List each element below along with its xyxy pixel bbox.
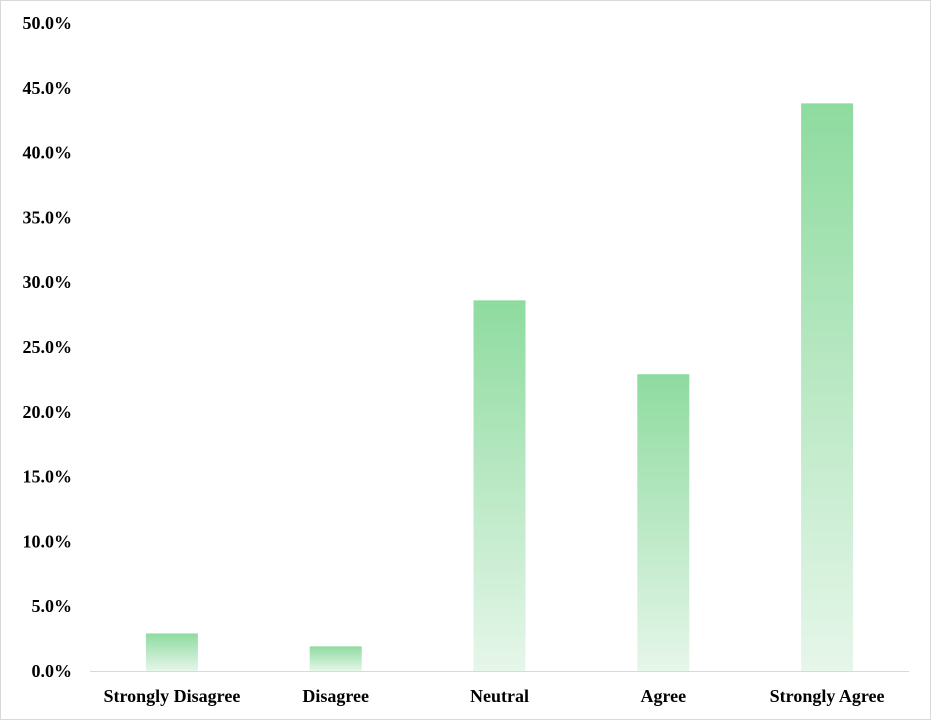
bar-strongly-disagree <box>145 633 198 671</box>
y-tick-label: 40.0% <box>23 143 73 163</box>
x-category-label: Agree <box>640 686 686 706</box>
y-tick-label: 30.0% <box>23 272 73 292</box>
y-tick-label: 15.0% <box>23 467 73 487</box>
y-tick-label: 20.0% <box>23 402 73 422</box>
y-tick-label: 0.0% <box>32 661 73 681</box>
y-tick-label: 10.0% <box>23 531 73 551</box>
y-tick-label: 45.0% <box>23 78 73 98</box>
x-category-label: Disagree <box>302 686 369 706</box>
x-category-label: Strongly Disagree <box>103 686 240 706</box>
y-tick-label: 25.0% <box>23 337 73 357</box>
bar-agree <box>637 374 690 671</box>
x-axis-labels: Strongly Disagree Disagree Neutral Agree Str… <box>103 686 884 706</box>
bar-neutral <box>473 300 526 671</box>
x-category-label: Strongly Agree <box>770 686 885 706</box>
bars <box>145 103 854 672</box>
y-tick-label: 35.0% <box>23 207 73 227</box>
y-tick-label: 5.0% <box>32 596 73 616</box>
y-tick-label: 50.0% <box>23 13 73 33</box>
y-axis-ticks: 0.0% 5.0% 10.0% 15.0% 20.0% 25.0% 30.0% 35.0% 40… <box>23 13 73 681</box>
x-category-label: Neutral <box>470 686 529 706</box>
bar-disagree <box>309 646 362 671</box>
bar-strongly-agree <box>801 103 854 672</box>
